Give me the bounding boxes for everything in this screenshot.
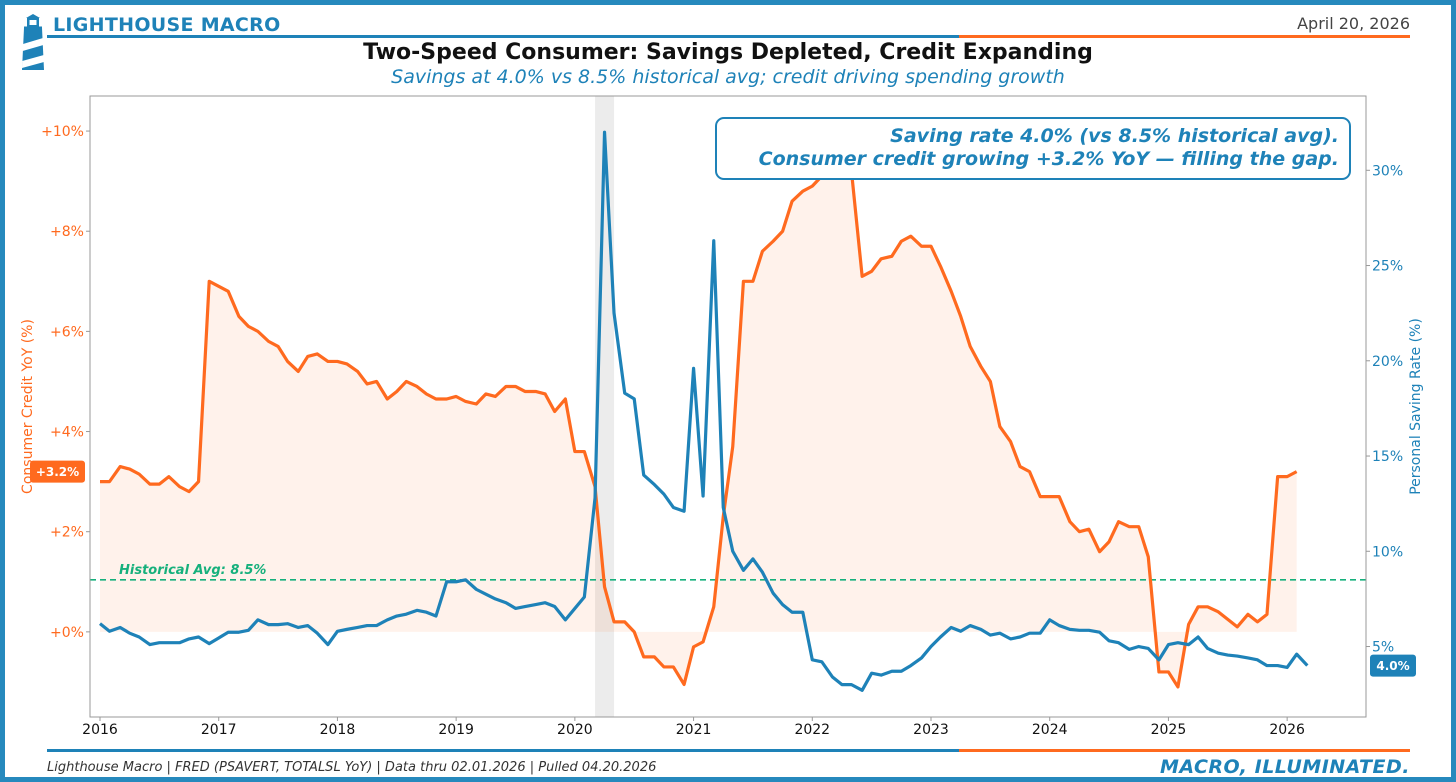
left-tick-label: +6% [50,324,84,340]
x-tick-label: 2025 [1151,722,1187,738]
left-tick-label: +2% [50,525,84,541]
footer-rule-blue [47,749,959,752]
left-tick-label: +8% [50,224,84,240]
annotation-line-1: Saving rate 4.0% (vs 8.5% historical avg… [890,125,1339,147]
consumer-credit-series-line [100,159,1298,689]
chart-title: Two-Speed Consumer: Savings Depleted, Cr… [363,40,1093,65]
right-axis-title: Personal Saving Rate (%) [1408,318,1424,495]
x-tick-label: 2018 [320,722,356,738]
left-tick-label: +0% [50,625,84,641]
header-rule-orange [959,35,1410,38]
x-tick-label: 2020 [557,722,593,738]
right-tick-label: 30% [1372,163,1403,179]
right-tick-label: 20% [1372,354,1403,370]
saving-latest-badge [1370,654,1416,677]
x-tick-label: 2017 [201,722,237,738]
chart-subtitle: Savings at 4.0% vs 8.5% historical avg; … [391,66,1065,88]
x-tick-label: 2016 [82,722,118,738]
header-rule-blue [47,35,959,38]
credit-latest-badge [30,460,85,483]
annotation-line-2: Consumer credit growing +3.2% YoY — fill… [759,148,1339,170]
right-tick-label: 15% [1372,449,1403,465]
saving-rate-series-line [98,130,1309,692]
x-tick-label: 2024 [1032,722,1068,738]
x-tick-label: 2026 [1269,722,1305,738]
footer-rule-orange [959,749,1410,752]
x-tick-label: 2022 [794,722,830,738]
annotation-box [715,117,1351,180]
credit-area-fill [100,161,1297,687]
saving-latest-badge-label: 4.0% [1376,659,1409,673]
left-tick-label: +10% [41,124,84,140]
footer-tagline: MACRO, ILLUMINATED. [1159,756,1410,778]
x-tick-label: 2023 [913,722,949,738]
credit-latest-badge-label: +3.2% [36,465,79,479]
right-tick-label: 10% [1372,544,1403,560]
report-date: April 20, 2026 [1297,14,1410,33]
historical-average-label: Historical Avg: 8.5% [119,563,266,578]
footer-source: Lighthouse Macro | FRED (PSAVERT, TOTALS… [47,760,657,775]
left-tick-label: +4% [50,425,84,441]
x-tick-label: 2019 [438,722,474,738]
left-axis-title: Consumer Credit YoY (%) [20,319,36,494]
right-tick-label: 25% [1372,259,1403,275]
lighthouse-logo-icon [22,14,44,70]
right-tick-label: 5% [1372,640,1394,656]
plot-frame [89,95,1367,718]
x-tick-label: 2021 [676,722,712,738]
brand-name: LIGHTHOUSE MACRO [53,14,281,36]
